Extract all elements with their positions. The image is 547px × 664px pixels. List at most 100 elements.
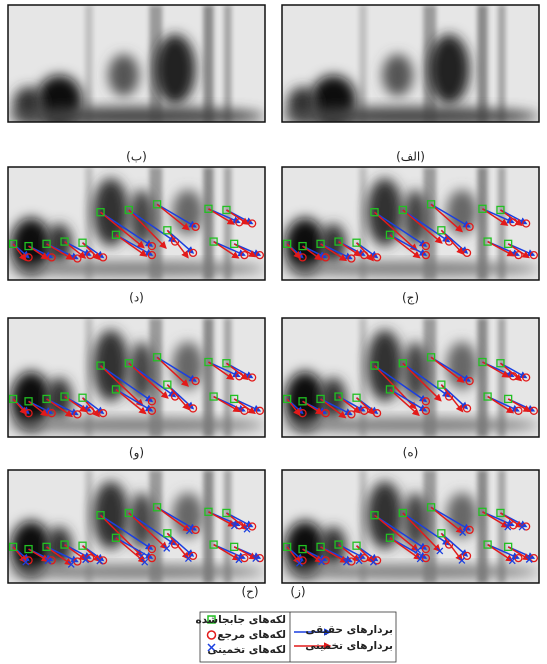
estimated-vector xyxy=(128,512,168,550)
estimated-vector xyxy=(156,203,190,231)
reference-spot xyxy=(170,237,180,246)
true-vector xyxy=(440,532,469,557)
estimated-spot xyxy=(296,559,303,567)
gel-streak xyxy=(359,167,367,280)
moved-spot xyxy=(42,239,51,248)
moved-spot xyxy=(78,541,87,550)
gel-spot xyxy=(428,34,470,105)
gel-spot xyxy=(8,261,265,276)
gel-spot xyxy=(8,564,265,579)
reference-spot xyxy=(188,551,198,561)
reference-spot xyxy=(462,248,472,258)
gel-spot xyxy=(382,54,414,97)
gel-streak xyxy=(359,5,367,122)
moved-spot xyxy=(209,392,218,401)
estimated-vector xyxy=(46,398,74,418)
estimated-vector xyxy=(430,506,464,534)
moved-spot xyxy=(478,204,487,213)
moved-spot xyxy=(426,353,436,362)
moved-spot xyxy=(370,208,379,217)
estimated-spot xyxy=(342,558,350,566)
gel-streak xyxy=(477,470,488,583)
reference-spot xyxy=(188,404,198,413)
gel-streak xyxy=(203,5,214,122)
estimated-vector xyxy=(402,362,442,402)
panel-label: (و) xyxy=(129,446,144,461)
reference-spot xyxy=(298,409,307,418)
moved-spot xyxy=(504,394,513,404)
reference-spot xyxy=(465,222,474,232)
moved-spot xyxy=(352,393,361,402)
estimated-vector xyxy=(440,384,464,413)
moved-spot xyxy=(124,359,133,368)
estimated-vector xyxy=(389,234,421,259)
true-vector xyxy=(128,209,177,243)
moved-spot xyxy=(24,241,33,251)
reference-spot xyxy=(462,404,472,413)
gel-streak xyxy=(497,318,506,437)
gel-spot xyxy=(92,178,129,247)
true-vector xyxy=(374,364,428,403)
estimated-spot xyxy=(416,555,424,563)
estimated-spot xyxy=(318,558,325,566)
moved-spot xyxy=(385,230,395,239)
estimated-vector xyxy=(100,365,144,407)
gel-spot xyxy=(282,106,539,122)
gel-streak xyxy=(203,318,214,437)
reference-spot xyxy=(321,253,330,262)
gel-image xyxy=(8,5,265,122)
moved-spot xyxy=(163,380,172,389)
moved-spot xyxy=(60,392,69,401)
reference-spot xyxy=(465,525,474,535)
moved-spot xyxy=(42,394,51,404)
reference-spot xyxy=(240,250,249,260)
moved-spot xyxy=(204,357,213,367)
reference-spot xyxy=(191,525,200,535)
moved-spot xyxy=(334,540,343,549)
moved-spot xyxy=(282,542,292,551)
moved-spot xyxy=(334,237,343,246)
legend-label: بردارهای تخمینی xyxy=(305,640,393,652)
moved-spot xyxy=(370,361,379,370)
estimated-vector xyxy=(82,242,101,261)
moved-spot xyxy=(152,503,162,512)
estimated-spot xyxy=(252,555,260,563)
reference-spot xyxy=(298,556,307,565)
panel-label: (الف) xyxy=(396,150,425,164)
moved-spot xyxy=(426,200,436,209)
gel-image xyxy=(8,318,265,437)
moved-spot xyxy=(60,540,69,549)
reference-spot xyxy=(98,253,108,262)
estimated-spot xyxy=(235,556,243,564)
estimated-vector xyxy=(320,546,348,563)
panel-label: (ب) xyxy=(126,150,147,164)
moved-spot xyxy=(352,541,361,550)
estimated-vector xyxy=(213,395,241,413)
moved-spot xyxy=(316,542,325,551)
gel-spot xyxy=(128,341,155,402)
panel-label: (ز) xyxy=(290,585,305,600)
reference-spot xyxy=(170,540,180,549)
estimated-spot xyxy=(67,561,75,568)
moved-spot xyxy=(78,238,87,247)
estimated-vector xyxy=(115,388,147,415)
true-vector xyxy=(402,362,451,398)
reference-spot xyxy=(191,376,200,386)
estimated-vector xyxy=(440,532,463,562)
true-vector xyxy=(402,512,451,546)
reference-spot xyxy=(529,250,539,260)
legend-cross xyxy=(207,643,216,652)
reference-spot xyxy=(98,409,108,418)
moved-spot xyxy=(152,353,162,362)
estimated-vector xyxy=(46,243,74,260)
moved-spot xyxy=(96,511,105,520)
panel: (الف) xyxy=(281,4,540,164)
moved-spot xyxy=(298,544,307,554)
estimated-vector xyxy=(208,511,236,527)
moved-spot xyxy=(334,392,343,401)
reference-spot xyxy=(444,540,454,549)
moved-spot xyxy=(96,361,105,370)
moved-spot xyxy=(209,540,218,549)
legend-circle xyxy=(206,630,217,640)
true-vector xyxy=(115,537,154,559)
